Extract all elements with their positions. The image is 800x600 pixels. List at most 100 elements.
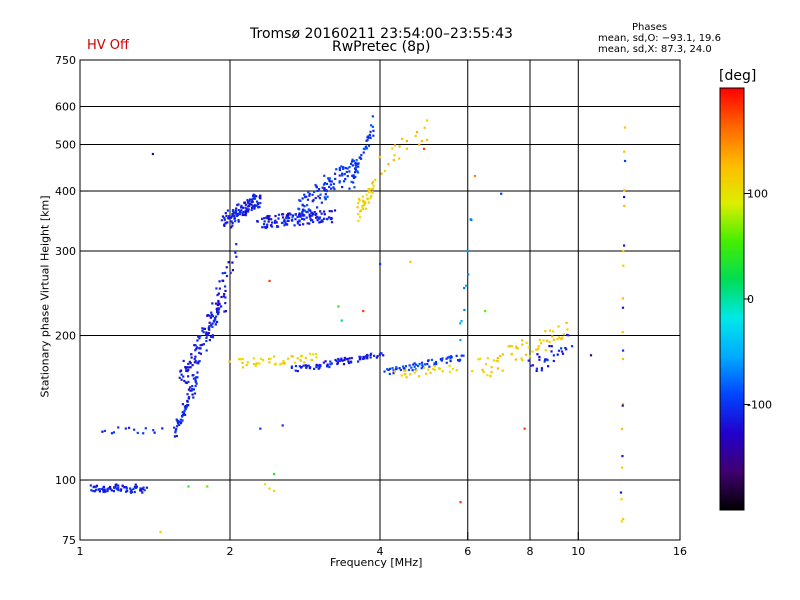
data-point: [426, 138, 429, 141]
data-point: [224, 301, 227, 305]
data-point: [401, 137, 404, 141]
data-point: [315, 212, 318, 215]
data-point: [241, 357, 244, 361]
data-point: [189, 386, 192, 389]
data-point: [191, 388, 194, 391]
data-point: [205, 349, 208, 352]
data-point: [535, 369, 538, 373]
data-point: [441, 370, 444, 373]
data-point: [354, 163, 357, 167]
data-point: [420, 139, 423, 143]
data-point: [361, 204, 364, 208]
data-point: [205, 331, 208, 334]
data-point: [405, 139, 409, 143]
data-point: [321, 219, 324, 223]
data-point: [525, 353, 528, 356]
data-point: [298, 365, 301, 368]
data-point: [290, 355, 293, 358]
data-point: [621, 331, 624, 334]
data-point: [284, 221, 287, 224]
data-point: [228, 360, 231, 363]
data-point: [306, 198, 310, 201]
data-point: [234, 251, 237, 254]
data-point: [500, 192, 503, 195]
data-point: [120, 488, 123, 491]
data-point: [352, 175, 355, 178]
data-point: [215, 308, 219, 312]
data-point: [391, 147, 394, 150]
data-point: [329, 363, 332, 366]
x-axis-label: Frequency [MHz]: [330, 556, 423, 569]
data-point: [316, 189, 319, 193]
data-point: [255, 362, 258, 365]
data-point: [622, 244, 626, 247]
data-point: [543, 360, 546, 363]
data-point: [481, 368, 484, 371]
data-point: [211, 334, 214, 337]
data-point: [135, 485, 138, 488]
data-point: [433, 362, 436, 365]
data-point: [307, 191, 310, 194]
data-point: [215, 307, 218, 310]
data-point: [121, 484, 124, 487]
data-point: [371, 187, 375, 190]
x-tick-label: 6: [464, 545, 471, 558]
data-point: [371, 115, 374, 118]
data-point: [342, 166, 345, 169]
data-point: [199, 344, 202, 347]
data-point: [427, 368, 430, 371]
data-point: [273, 355, 276, 358]
data-point: [380, 352, 383, 355]
data-point: [221, 279, 224, 282]
data-point: [325, 190, 328, 193]
data-point: [283, 224, 286, 227]
data-point: [515, 346, 518, 349]
data-point: [181, 415, 184, 418]
data-point: [218, 302, 221, 306]
data-point: [258, 205, 261, 209]
data-point: [127, 426, 131, 429]
data-point: [314, 213, 317, 217]
data-point: [113, 486, 116, 490]
data-point: [241, 366, 245, 369]
data-point: [325, 182, 329, 185]
data-point: [329, 183, 332, 186]
data-point: [550, 350, 553, 353]
data-point: [235, 214, 239, 218]
data-point: [298, 223, 301, 226]
data-point: [357, 201, 360, 205]
data-point: [328, 185, 331, 189]
data-point: [375, 356, 378, 359]
data-point: [235, 243, 238, 246]
data-point: [321, 186, 324, 189]
data-point: [338, 359, 342, 362]
data-point: [313, 190, 316, 194]
data-point: [340, 358, 343, 362]
data-point: [462, 354, 465, 357]
data-point: [180, 421, 183, 424]
data-point: [560, 350, 564, 353]
data-point: [319, 193, 322, 196]
data-point: [246, 361, 249, 364]
data-point: [551, 335, 554, 338]
data-point: [223, 293, 226, 296]
data-point: [202, 331, 205, 334]
data-point: [538, 358, 541, 361]
data-point: [134, 483, 137, 486]
data-point: [90, 489, 93, 492]
data-point: [296, 369, 299, 373]
data-point: [392, 369, 395, 372]
data-point: [298, 212, 301, 215]
data-point: [283, 361, 286, 365]
hv-status-label: HV Off: [87, 38, 129, 53]
data-point: [372, 129, 375, 132]
data-point: [514, 358, 517, 361]
data-point: [312, 220, 315, 224]
data-point: [185, 381, 188, 385]
data-point: [362, 309, 365, 313]
data-point: [332, 182, 335, 186]
data-point: [348, 357, 351, 360]
data-point: [404, 365, 408, 368]
data-point: [325, 365, 329, 368]
data-point: [302, 223, 305, 226]
